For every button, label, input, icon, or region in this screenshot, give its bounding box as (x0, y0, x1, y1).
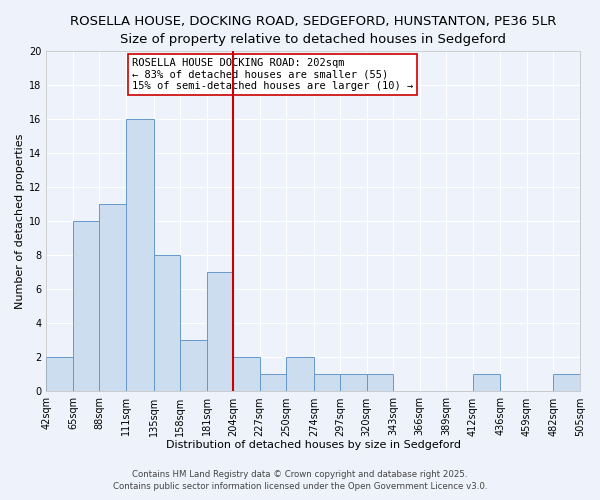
Y-axis label: Number of detached properties: Number of detached properties (15, 134, 25, 309)
Bar (100, 204, 126, 392)
Bar (473, 374, 500, 392)
X-axis label: Distribution of detached houses by size in Sedgeford: Distribution of detached houses by size … (166, 440, 461, 450)
Bar (126, 120, 154, 392)
Bar (553, 374, 580, 392)
Bar (46, 358, 73, 392)
Bar (314, 374, 340, 392)
Bar (340, 374, 367, 392)
Bar (286, 358, 314, 392)
Bar (73, 222, 100, 392)
Bar (367, 374, 393, 392)
Bar (260, 374, 286, 392)
Text: Contains HM Land Registry data © Crown copyright and database right 2025.
Contai: Contains HM Land Registry data © Crown c… (113, 470, 487, 491)
Title: ROSELLA HOUSE, DOCKING ROAD, SEDGEFORD, HUNSTANTON, PE36 5LR
Size of property re: ROSELLA HOUSE, DOCKING ROAD, SEDGEFORD, … (70, 15, 556, 46)
Bar (180, 340, 206, 392)
Bar (233, 358, 260, 392)
Bar (154, 256, 180, 392)
Bar (206, 272, 233, 392)
Text: ROSELLA HOUSE DOCKING ROAD: 202sqm
← 83% of detached houses are smaller (55)
15%: ROSELLA HOUSE DOCKING ROAD: 202sqm ← 83%… (132, 58, 413, 92)
